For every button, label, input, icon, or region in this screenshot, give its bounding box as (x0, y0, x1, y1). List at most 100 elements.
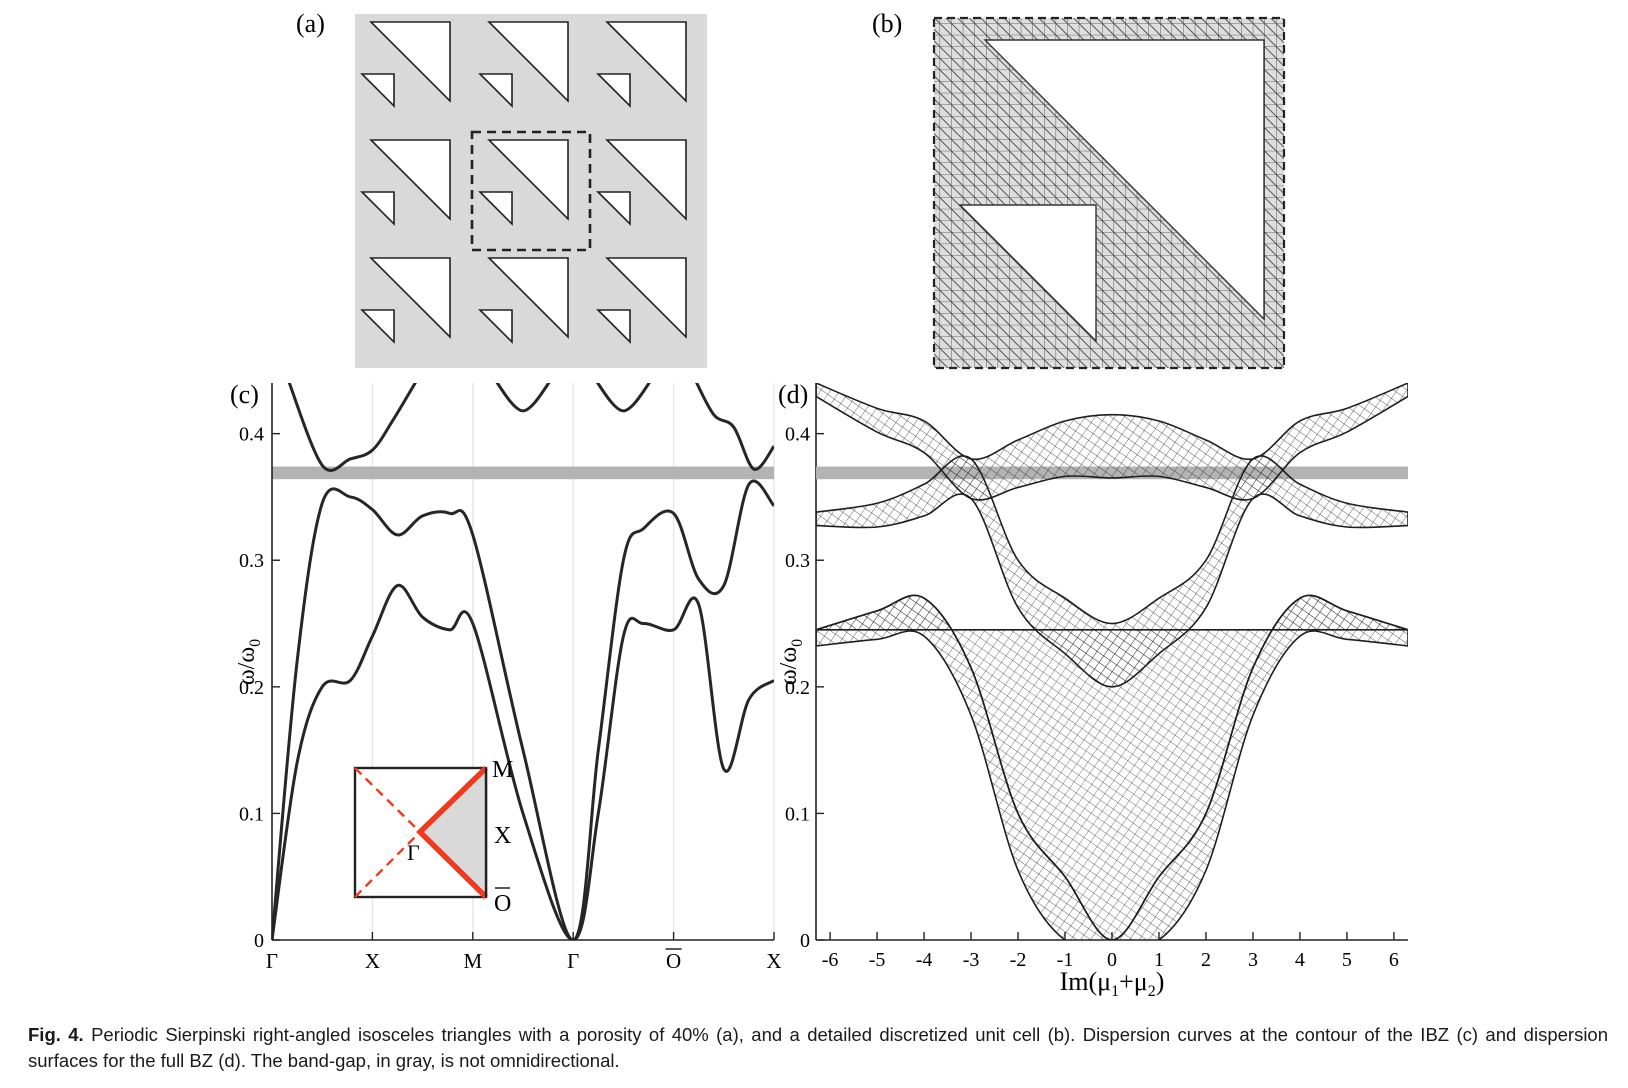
chart-c-x-tick-label: Γ (266, 949, 278, 973)
chart-c-ylabel-main: ω/ω (234, 647, 260, 685)
chart-d-y-tick-label: 0 (800, 930, 810, 952)
chart-c-band-gap (272, 466, 774, 480)
chart-c-series-2 (272, 479, 774, 940)
chart-c-y-tick-label: 0 (254, 930, 264, 952)
lattice-cells (360, 21, 687, 344)
lattice-large-triangle (487, 139, 569, 221)
inset-label-M: M (492, 757, 513, 783)
chart-c-series-1 (272, 584, 774, 940)
lattice-small-triangle (360, 73, 395, 108)
panel-a: (a) (296, 9, 707, 368)
chart-d-x-tick-label: -4 (916, 949, 933, 971)
lattice-small-triangle (478, 191, 513, 226)
lattice-large-triangle (369, 257, 451, 339)
lattice-small-triangle (360, 191, 395, 226)
chart-d-xlabel-post: ) (1156, 967, 1165, 996)
ibz-inset: M X O Γ (353, 757, 513, 917)
lattice-small-triangle (596, 309, 631, 344)
lattice-large-triangle (369, 21, 451, 103)
chart-c-ylabel: ω/ω0 (234, 639, 264, 685)
chart-c-ylabel-sub: 0 (247, 639, 264, 647)
panel-b: (b) (872, 9, 1286, 370)
chart-c-y-tick-label: 0.3 (239, 550, 264, 572)
chart-d-x-tick-label: 6 (1389, 949, 1399, 971)
chart-d-x-tick-label: -2 (1010, 949, 1027, 971)
chart-d-x-tick-label: 3 (1248, 949, 1258, 971)
chart-d-cone-surface (816, 594, 1408, 940)
chart-c-series-5 (595, 383, 651, 413)
chart-c-y-tick-label: 0.2 (239, 677, 264, 699)
lattice-large-triangle (487, 21, 569, 103)
large-triangle-hole (983, 39, 1265, 321)
chart-c-series-3 (287, 383, 417, 472)
chart-d-x-tick-label: 2 (1201, 949, 1211, 971)
lattice-small-triangle (360, 309, 395, 344)
lattice-background (355, 14, 707, 368)
chart-d-xlabel-pre: Im(μ (1060, 967, 1111, 996)
small-triangle-hole (958, 204, 1097, 343)
chart-d-x-tick-label: -6 (822, 949, 839, 971)
chart-c-y-tick-label: 0.4 (239, 424, 264, 446)
unit-cell-outline (470, 130, 592, 252)
ibz-shaded-region (420, 768, 486, 897)
panel-c-label: (c) (230, 380, 259, 409)
chart-d-y-tick-label: 0.1 (785, 803, 810, 825)
inset-diagonal-dashed-2 (354, 831, 421, 898)
chart-c-y-tick-label: 0.1 (239, 803, 264, 825)
inset-label-X: X (494, 823, 511, 849)
chart-d-x-tick-label: 4 (1295, 949, 1305, 971)
caption-text: Periodic Sierpinski right-angled isoscel… (28, 1024, 1609, 1071)
chart-d-x-ticks: -6 -5 -4 -3 -2 -1 0 1 2 3 4 5 6 (822, 932, 1399, 971)
chart-d-ylabel: ω/ω0 (776, 639, 806, 685)
chart-d-xlabel-sub2: 2 (1148, 983, 1156, 1000)
chart-c-x-tick-label: X (766, 949, 781, 973)
chart-c-curves (272, 383, 774, 940)
chart-d-x-tick-label: -3 (963, 949, 980, 971)
mesh-border (932, 16, 1286, 370)
chart-d-x-tick-label: 5 (1342, 949, 1352, 971)
chart-d-y-tick-label: 0.3 (785, 550, 810, 572)
lattice-small-triangle (596, 73, 631, 108)
chart-d-surface-3 (816, 383, 1408, 501)
chart-d-y-tick-label: 0.2 (785, 677, 810, 699)
chart-c-series-4 (495, 383, 551, 413)
chart-d-xlabel-mid: +μ (1119, 967, 1148, 996)
lattice-large-triangle (605, 257, 687, 339)
lattice-small-triangle (478, 309, 513, 344)
chart-c-x-tick-label: Γ (567, 949, 579, 973)
chart-d-ylabel-sub: 0 (789, 639, 806, 647)
chart-d-y-tick-label: 0.4 (785, 424, 810, 446)
ibz-path (416, 766, 488, 899)
chart-d-x-tick-label: -1 (1057, 949, 1074, 971)
panel-d-label: (d) (778, 380, 808, 409)
chart-c-x-tick-label: M (463, 949, 482, 973)
chart-d-xlabel: Im(μ1+μ2) (1060, 967, 1165, 1000)
chart-d-x-tick-label: 0 (1107, 949, 1117, 971)
chart-d-y-ticks: 0 0.1 0.2 0.3 0.4 (785, 424, 824, 952)
figure-caption: Fig. 4. Periodic Sierpinski right-angled… (28, 1022, 1608, 1074)
chart-d-xlabel-sub1: 1 (1111, 983, 1119, 1000)
chart-c-series-6 (695, 383, 774, 471)
chart-d-x-tick-label: -5 (869, 949, 886, 971)
inset-label-O: O (494, 891, 511, 917)
caption-label: Fig. 4. (28, 1024, 84, 1045)
lattice-small-triangle (596, 191, 631, 226)
chart-c-y-ticks: 0 0.1 0.2 0.3 0.4 (239, 424, 280, 952)
lattice-large-triangle (369, 139, 451, 221)
panel-b-label: (b) (872, 9, 902, 38)
chart-c-x-tick-label: X (365, 949, 380, 973)
panel-a-label: (a) (296, 9, 325, 38)
chart-d-surfaces (816, 383, 1408, 940)
inset-diagonal-dashed-1 (354, 767, 421, 833)
lattice-large-triangle (605, 21, 687, 103)
inset-label-gamma: Γ (407, 840, 420, 865)
chart-c-x-tick-label: O (666, 949, 681, 973)
panel-d: (d) 0 0.1 0.2 0.3 0.4 -6 -5 -4 -3 -2 -1 0 1 2 3 4 5 6 ω/… (776, 380, 1408, 1000)
chart-d-ylabel-main: ω/ω (776, 647, 802, 685)
lattice-small-triangle (478, 73, 513, 108)
chart-d-x-tick-label: 1 (1154, 949, 1164, 971)
lattice-large-triangle (487, 257, 569, 339)
